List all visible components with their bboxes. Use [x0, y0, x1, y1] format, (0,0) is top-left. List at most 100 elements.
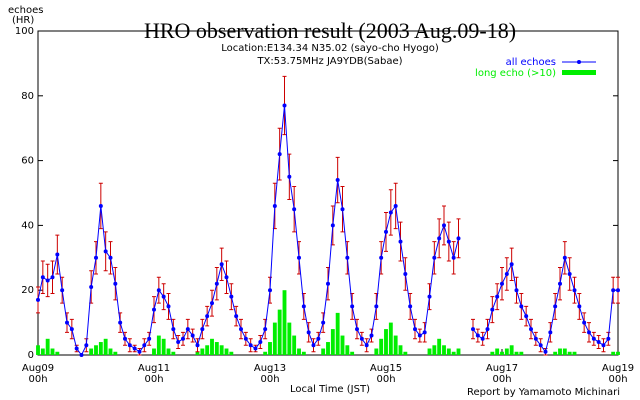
data-point	[306, 330, 311, 335]
long-echo-bar	[156, 335, 161, 355]
long-echo-bar	[345, 345, 350, 355]
data-point	[297, 255, 301, 260]
data-point	[384, 229, 388, 234]
data-point	[36, 297, 40, 302]
data-point	[413, 327, 417, 332]
data-point	[601, 343, 606, 348]
data-point	[611, 288, 616, 293]
data-point	[451, 255, 456, 260]
data-point	[509, 262, 514, 267]
data-point	[142, 343, 147, 348]
data-point	[562, 255, 567, 260]
data-point	[316, 336, 321, 341]
data-point	[108, 255, 113, 260]
long-echo-bar	[268, 342, 272, 355]
long-echo-bar	[398, 345, 403, 355]
data-point	[345, 255, 350, 260]
long-echo-bar	[437, 338, 442, 355]
long-echo-bar	[553, 351, 558, 355]
long-echo-bar	[195, 351, 200, 355]
data-point	[60, 288, 65, 293]
data-point	[567, 272, 572, 276]
y-axis-label: (HR)	[12, 15, 34, 26]
data-point	[514, 288, 519, 293]
data-point	[214, 281, 219, 286]
data-point	[388, 210, 393, 215]
data-point	[369, 333, 374, 338]
data-point	[379, 255, 384, 260]
long-echo-bar	[200, 348, 205, 355]
data-point	[475, 333, 480, 338]
data-point	[529, 327, 533, 332]
long-echo-bar	[219, 345, 224, 355]
long-echo-bar	[55, 351, 60, 355]
data-point	[485, 327, 490, 332]
data-point	[587, 330, 591, 335]
long-echo-bar	[562, 348, 567, 355]
long-echo-bar	[495, 348, 500, 355]
y-tick-label: 80	[21, 91, 34, 102]
long-echo-bar	[340, 335, 345, 355]
data-point	[89, 284, 94, 289]
data-point	[185, 327, 190, 332]
long-echo-bar	[384, 329, 388, 355]
data-point	[147, 336, 152, 341]
data-point	[398, 239, 403, 244]
long-echo-bar	[166, 348, 171, 355]
data-point	[504, 272, 509, 276]
long-echo-bar	[161, 338, 166, 355]
data-point	[359, 336, 364, 341]
long-echo-bar	[229, 351, 234, 355]
data-point	[272, 203, 277, 208]
data-point	[582, 320, 587, 325]
long-echo-bar	[103, 338, 108, 355]
data-point	[161, 294, 166, 299]
data-point	[519, 304, 524, 309]
long-echo-bar	[558, 348, 562, 355]
data-point	[84, 343, 89, 348]
data-point	[176, 340, 181, 345]
y-tick-label: 100	[15, 26, 34, 37]
data-point	[471, 327, 475, 332]
data-point	[152, 307, 156, 312]
data-point	[326, 281, 330, 286]
long-echo-bar	[282, 290, 287, 355]
y-tick-label: 20	[21, 285, 34, 296]
long-echo-bar	[500, 351, 504, 355]
data-point	[456, 236, 461, 241]
data-point	[500, 281, 504, 286]
data-point	[248, 343, 253, 348]
long-echo-bar	[442, 345, 446, 355]
data-point	[263, 327, 268, 332]
long-echo-bar	[374, 348, 379, 355]
long-echo-bar	[287, 322, 292, 355]
long-echo-bar	[432, 345, 437, 355]
data-point	[137, 349, 142, 354]
data-point	[577, 304, 582, 309]
data-point	[181, 336, 185, 341]
data-point	[335, 178, 340, 183]
data-point	[403, 272, 408, 276]
long-echo-bar	[272, 322, 277, 355]
subtitle: Location:E134.34 N35.02 (sayo-cho Hyogo)	[221, 43, 439, 54]
long-echo-bar	[446, 348, 451, 355]
x-tick-label: Aug19 00h	[602, 363, 634, 385]
long-echo-bar	[214, 342, 219, 355]
y-tick-label: 40	[21, 220, 34, 231]
data-point	[442, 223, 446, 228]
data-point	[538, 343, 543, 348]
long-echo-bar	[108, 348, 113, 355]
long-echo-bar	[514, 351, 519, 355]
long-echo-bar	[301, 351, 306, 355]
data-point	[495, 294, 500, 299]
data-point	[234, 314, 239, 319]
long-echo-bar	[567, 351, 572, 355]
y-tick-label: 0	[28, 350, 34, 361]
long-echo-bar	[451, 351, 456, 355]
long-echo-bar	[335, 312, 340, 355]
x-tick-label: Aug17 00h	[486, 363, 518, 385]
data-point	[446, 239, 451, 244]
data-point	[268, 288, 272, 293]
data-point	[65, 320, 69, 325]
